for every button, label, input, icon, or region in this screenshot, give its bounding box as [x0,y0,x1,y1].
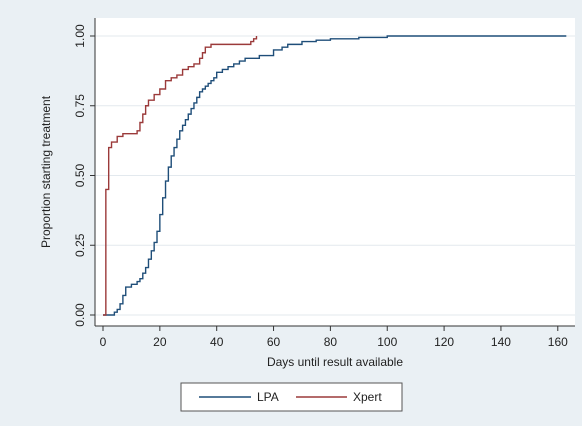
gridlines [95,35,575,316]
y-tick-label-3: 0.75 [73,94,87,118]
x-axis-title: Days until result available [267,355,403,369]
x-tick-label-5: 100 [377,335,397,349]
series-line-xpert [103,36,258,316]
x-tick-label-1: 20 [153,335,167,349]
axis-labels: Days until result available Proportion st… [39,95,403,369]
y-axis-title: Proportion starting treatment [39,95,53,248]
x-tick-label-2: 40 [210,335,224,349]
x-tick-label-8: 160 [548,335,568,349]
y-tick-label-1: 0.25 [73,233,87,257]
x-tick-label-7: 140 [491,335,511,349]
legend: LPA Xpert [180,382,403,412]
legend-label-xpert: Xpert [353,390,382,404]
y-tick-label-2: 0.50 [73,163,87,187]
x-tick-label-3: 60 [267,335,281,349]
legend-label-lpa: LPA [257,390,279,404]
axes: 0.00 0.25 0.50 0.75 1.00 0 20 40 60 80 100 120 140 16… [73,18,575,349]
y-tick-label-0: 0.00 [73,303,87,327]
x-tick-label-6: 120 [434,335,454,349]
x-tick-label-0: 0 [100,335,107,349]
plot-area [95,18,575,326]
x-tick-label-4: 80 [324,335,338,349]
series-line-lpa [103,35,567,316]
series-layer [103,35,567,316]
y-tick-label-4: 1.00 [73,24,87,48]
